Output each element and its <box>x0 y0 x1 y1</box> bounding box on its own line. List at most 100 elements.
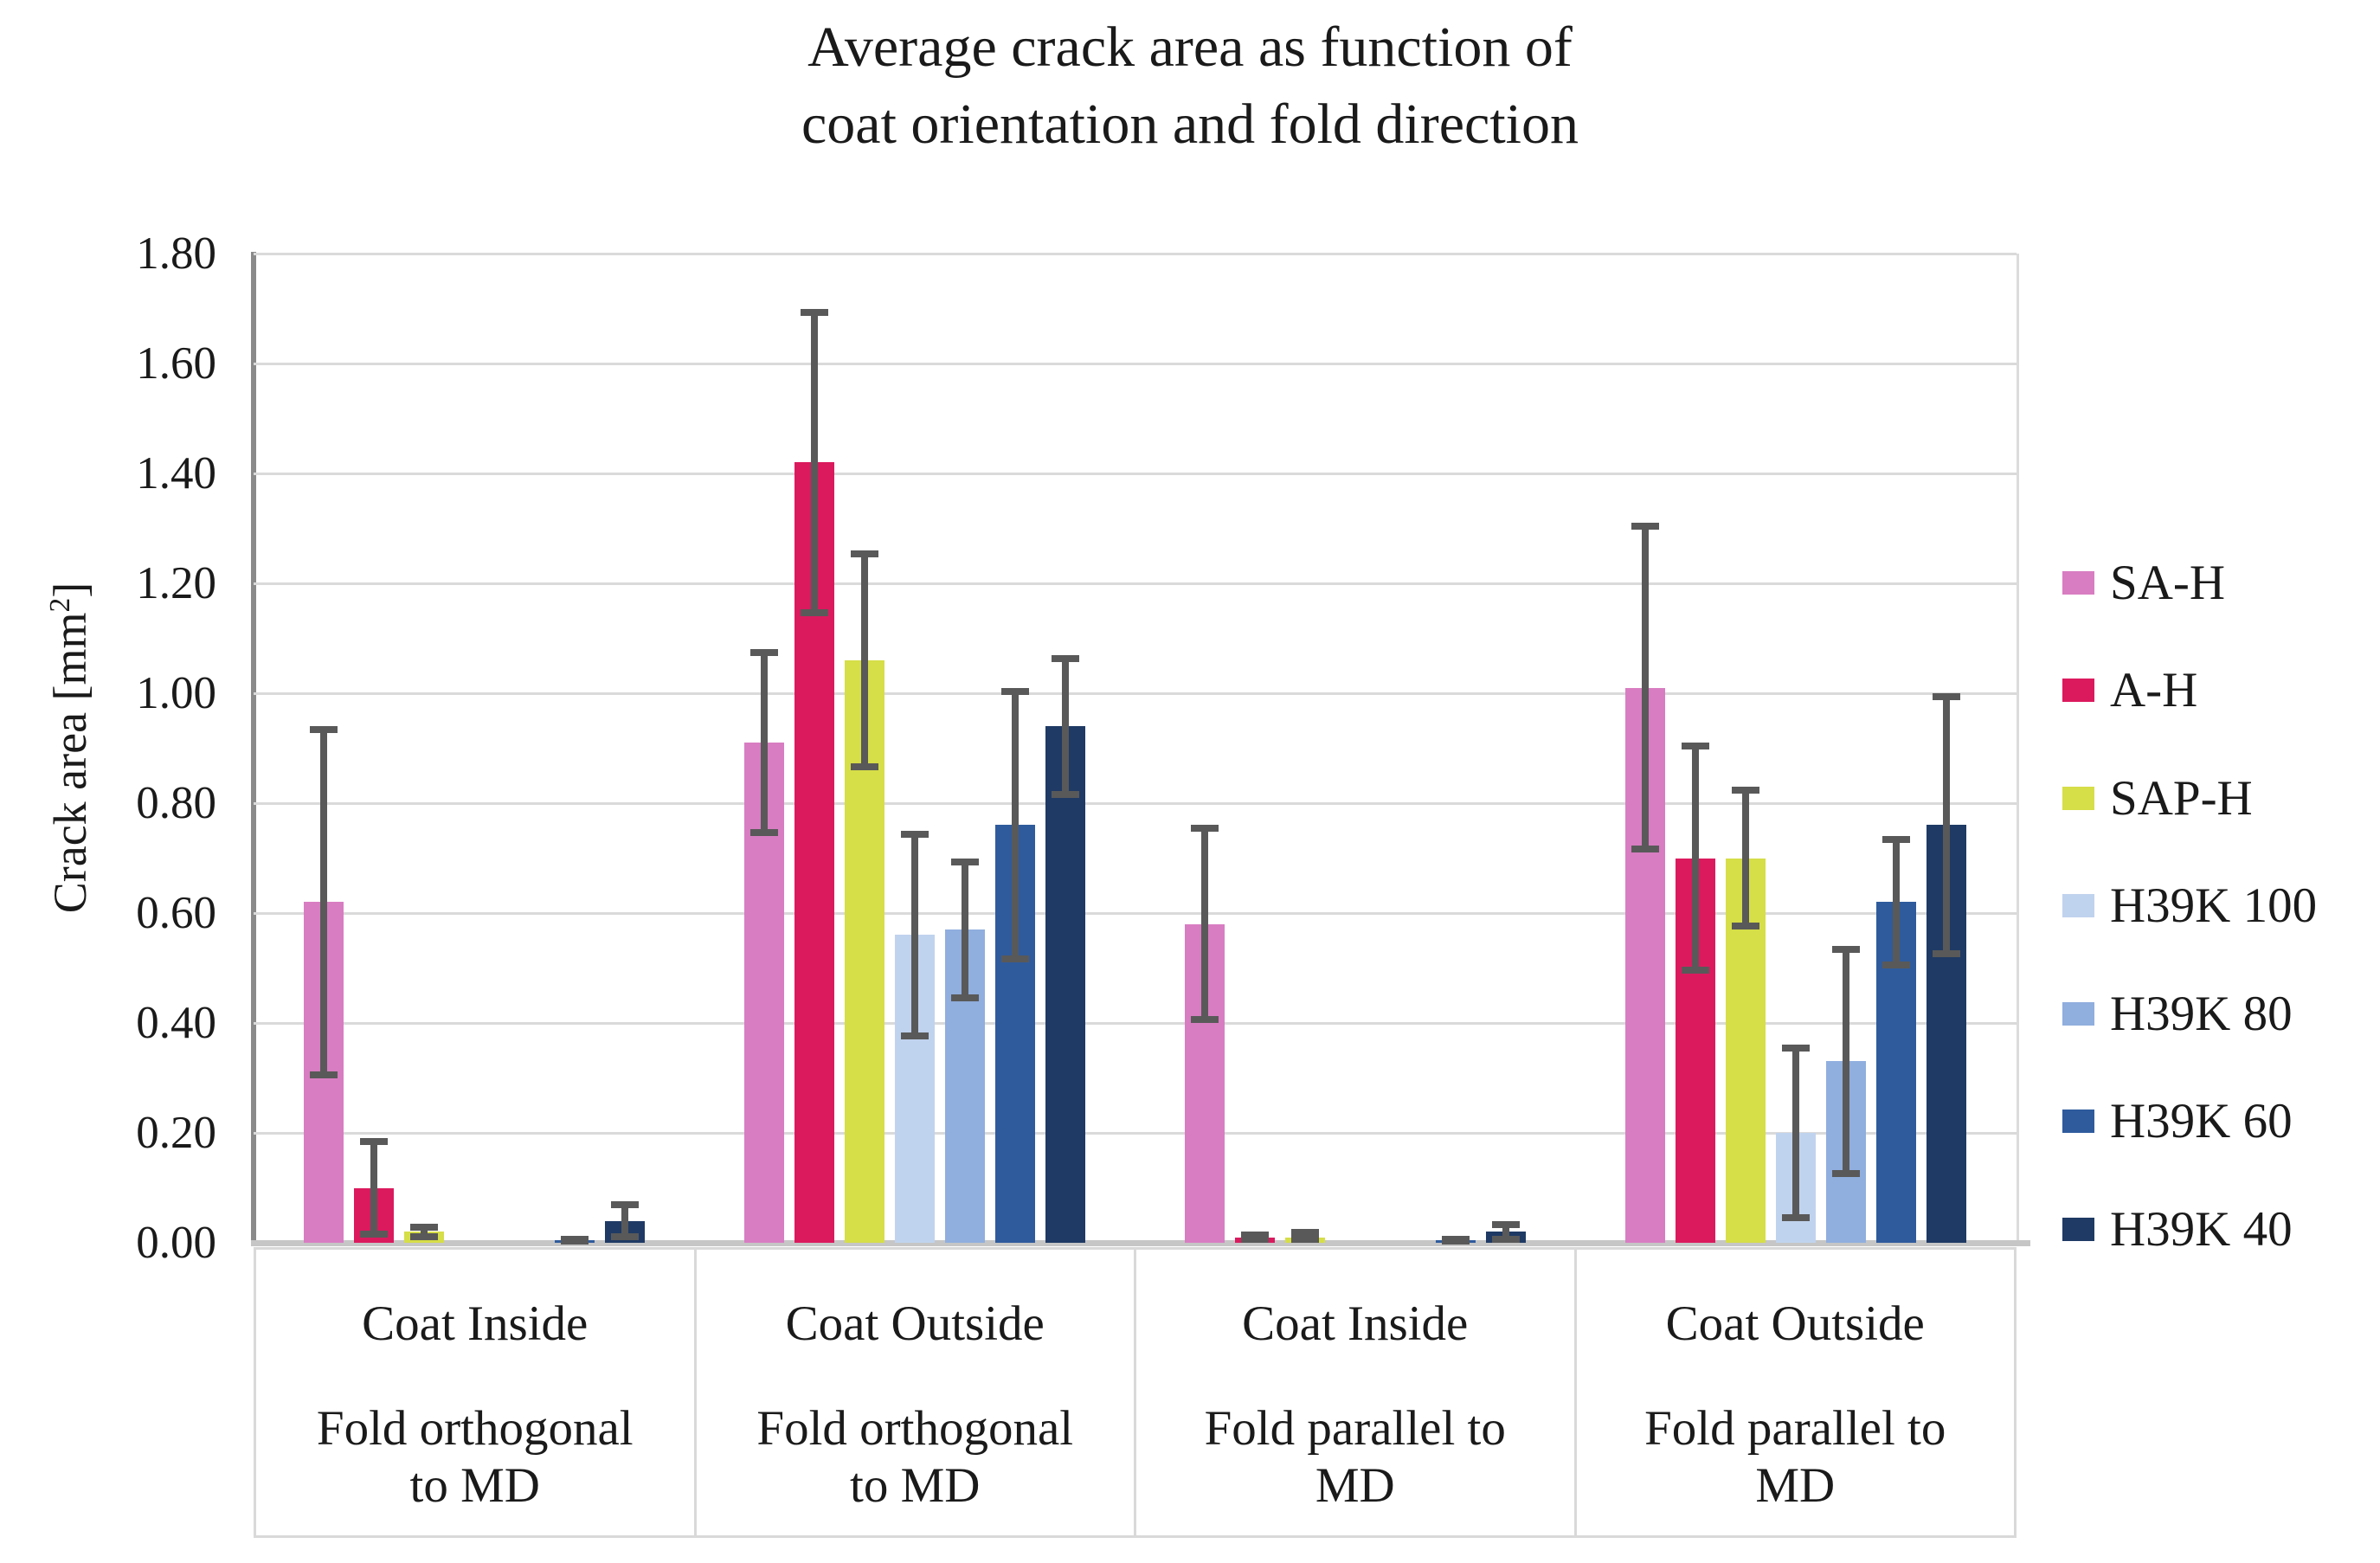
chart-title: Average crack area as function of coat o… <box>801 16 1579 157</box>
error-cap-top-sa-h-group4 <box>1631 523 1660 531</box>
error-cap-top-sap-h-group1 <box>409 1223 438 1231</box>
error-cap-bottom-sap-h-group2 <box>850 762 878 770</box>
error-cap-bottom-h39k-80-group2 <box>950 994 979 1001</box>
legend-entry-h39k-80: H39K 80 <box>2062 983 2293 1044</box>
error-cap-bottom-sap-h-group4 <box>1732 923 1760 930</box>
error-cap-top-h39k-60-group4 <box>1882 836 1911 844</box>
error-cap-bottom-h39k-60-group3 <box>1442 1236 1470 1243</box>
y-tick-label-0.00: 0.00 <box>136 1218 216 1268</box>
y-tick-label-1.20: 1.20 <box>136 558 216 608</box>
error-bar-sap-h-group2 <box>860 550 868 770</box>
error-cap-bottom-sa-h-group4 <box>1631 846 1660 853</box>
error-cap-top-h39k-100-group2 <box>900 830 929 838</box>
gridline-1.40 <box>254 473 2017 475</box>
y-tick-label-0.80: 0.80 <box>136 778 216 828</box>
error-bar-a-h-group4 <box>1692 743 1700 974</box>
category-axis-labels: Coat Inside Fold orthogonal to MD Coat Out… <box>254 1247 2017 1538</box>
error-bar-sap-h-group4 <box>1742 786 1750 930</box>
error-bar-a-h-group2 <box>810 308 818 617</box>
category-cell-group2: Coat Outside Fold orthogonal to MD <box>697 1250 1136 1535</box>
y-tick-label-1.40: 1.40 <box>136 448 216 498</box>
error-bar-h39k-40-group2 <box>1061 654 1069 798</box>
error-cap-top-a-h-group1 <box>359 1138 388 1146</box>
legend-label-h39k-100: H39K 100 <box>2110 878 2318 933</box>
legend-entry-h39k-40: H39K 40 <box>2062 1199 2293 1259</box>
category-fold-label-group4: Fold parallel to MD <box>1644 1401 1946 1513</box>
gridline-1.80 <box>254 253 2017 255</box>
error-cap-bottom-a-h-group2 <box>800 609 828 617</box>
error-cap-bottom-a-h-group1 <box>359 1230 388 1238</box>
error-cap-bottom-a-h-group3 <box>1241 1236 1270 1243</box>
error-cap-top-h39k-60-group2 <box>1000 687 1029 695</box>
y-tick-label-0.20: 0.20 <box>136 1108 216 1158</box>
legend-swatch-h39k-80 <box>2062 1001 2094 1026</box>
error-cap-top-sa-h-group3 <box>1191 825 1219 833</box>
error-cap-bottom-sa-h-group1 <box>309 1071 338 1078</box>
legend-swatch-sap-h <box>2062 786 2094 810</box>
error-cap-bottom-sa-h-group2 <box>749 829 778 837</box>
gridline-1.20 <box>254 582 2017 585</box>
y-axis-title-text: Crack area [mm <box>44 612 96 914</box>
legend-entry-a-h: A-H <box>2062 660 2197 721</box>
category-coat-label-group1: Coat Inside <box>362 1296 589 1351</box>
gridline-0.40 <box>254 1022 2017 1025</box>
category-cell-group1: Coat Inside Fold orthogonal to MD <box>256 1250 697 1535</box>
category-fold-label-group3: Fold parallel to MD <box>1204 1401 1506 1513</box>
legend-label-h39k-60: H39K 60 <box>2110 1094 2293 1148</box>
error-cap-top-h39k-100-group4 <box>1782 1045 1811 1052</box>
error-cap-bottom-h39k-100-group4 <box>1782 1213 1811 1221</box>
gridline-1.60 <box>254 363 2017 365</box>
error-cap-bottom-sa-h-group3 <box>1191 1016 1219 1023</box>
error-cap-bottom-a-h-group4 <box>1682 966 1710 974</box>
bar-h39k-40-group2 <box>1045 726 1085 1243</box>
error-cap-top-h39k-40-group2 <box>1051 654 1079 662</box>
error-cap-top-h39k-80-group4 <box>1832 946 1861 954</box>
error-bar-sap-h-group1 <box>420 1223 428 1240</box>
error-bar-h39k-80-group4 <box>1843 946 1850 1177</box>
gridline-0.20 <box>254 1132 2017 1135</box>
category-fold-label-group2: Fold orthogonal to MD <box>756 1401 1074 1513</box>
error-cap-bottom-h39k-60-group1 <box>560 1236 589 1243</box>
error-bar-h39k-80-group2 <box>961 858 968 1001</box>
error-cap-top-a-h-group2 <box>800 308 828 316</box>
error-cap-top-a-h-group4 <box>1682 743 1710 750</box>
error-cap-bottom-h39k-40-group3 <box>1492 1236 1521 1243</box>
category-cell-group3: Coat Inside Fold parallel to MD <box>1136 1250 1577 1535</box>
error-bar-h39k-100-group4 <box>1792 1045 1800 1221</box>
error-cap-bottom-h39k-40-group2 <box>1051 790 1079 798</box>
y-tick-label-1.60: 1.60 <box>136 338 216 389</box>
error-cap-bottom-h39k-40-group4 <box>1933 949 1961 957</box>
y-axis-line <box>251 252 256 1245</box>
error-cap-top-h39k-80-group2 <box>950 858 979 865</box>
legend-entry-h39k-60: H39K 60 <box>2062 1091 2293 1152</box>
legend-label-h39k-80: H39K 80 <box>2110 986 2293 1041</box>
error-cap-bottom-sap-h-group3 <box>1291 1236 1320 1243</box>
category-coat-label-group4: Coat Outside <box>1665 1296 1925 1351</box>
y-tick-label-1.80: 1.80 <box>136 228 216 279</box>
gridline-0.80 <box>254 802 2017 805</box>
gridline-1.00 <box>254 692 2017 695</box>
plot-area <box>254 253 2017 1245</box>
x-axis-baseline <box>251 1240 2030 1246</box>
category-cell-group4: Coat Outside Fold parallel to MD <box>1577 1250 2015 1535</box>
error-bar-sa-h-group4 <box>1642 523 1650 853</box>
legend-entry-h39k-100: H39K 100 <box>2062 876 2317 936</box>
legend-label-sa-h: SA-H <box>2110 555 2226 610</box>
category-fold-label-group1: Fold orthogonal to MD <box>316 1401 634 1513</box>
error-bar-sa-h-group2 <box>760 649 768 837</box>
error-cap-top-sap-h-group3 <box>1291 1229 1320 1237</box>
category-coat-label-group3: Coat Inside <box>1242 1296 1469 1351</box>
legend-swatch-sa-h <box>2062 570 2094 595</box>
category-coat-label-group2: Coat Outside <box>785 1296 1045 1351</box>
error-bar-h39k-40-group3 <box>1502 1220 1510 1243</box>
legend-label-h39k-40: H39K 40 <box>2110 1201 2293 1257</box>
y-tick-label-0.40: 0.40 <box>136 998 216 1048</box>
error-cap-top-h39k-40-group3 <box>1492 1220 1521 1228</box>
error-cap-bottom-h39k-80-group4 <box>1832 1169 1861 1177</box>
error-bar-sa-h-group3 <box>1201 825 1209 1023</box>
error-cap-top-sa-h-group1 <box>309 726 338 734</box>
error-bar-h39k-100-group2 <box>910 830 918 1040</box>
error-cap-top-sa-h-group2 <box>749 649 778 657</box>
plot-right-border <box>2017 254 2019 1243</box>
